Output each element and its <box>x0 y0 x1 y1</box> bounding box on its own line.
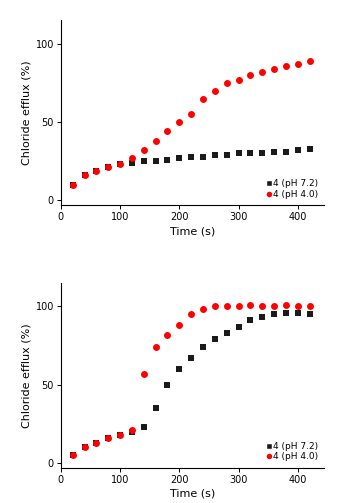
Point <box>271 148 277 156</box>
Point <box>153 137 158 145</box>
Point <box>236 322 241 330</box>
X-axis label: Time (s): Time (s) <box>170 226 215 236</box>
X-axis label: Time (s): Time (s) <box>170 489 215 499</box>
Point <box>117 431 123 439</box>
Point <box>260 149 265 157</box>
Point <box>129 154 135 162</box>
Point <box>295 308 300 316</box>
Point <box>165 127 170 135</box>
Point <box>212 335 218 343</box>
Point <box>295 146 300 154</box>
Legend: 4 (pH 7.2), 4 (pH 4.0): 4 (pH 7.2), 4 (pH 4.0) <box>265 440 320 463</box>
Point <box>94 166 99 175</box>
Point <box>141 423 146 431</box>
Point <box>177 365 182 373</box>
Point <box>248 316 253 324</box>
Point <box>105 434 111 442</box>
Point <box>200 305 206 313</box>
Point <box>105 434 111 442</box>
Point <box>260 68 265 76</box>
Point <box>105 163 111 172</box>
Point <box>236 75 241 83</box>
Y-axis label: Chloride efflux (%): Chloride efflux (%) <box>21 323 31 428</box>
Point <box>248 71 253 79</box>
Point <box>224 329 230 337</box>
Point <box>236 149 241 157</box>
Point <box>153 157 158 165</box>
Point <box>117 160 123 169</box>
Point <box>271 310 277 318</box>
Point <box>177 154 182 162</box>
Point <box>141 146 146 154</box>
Point <box>165 330 170 339</box>
Point <box>70 181 75 189</box>
Point <box>260 302 265 310</box>
Point <box>94 166 99 175</box>
Point <box>70 451 75 459</box>
Point <box>248 149 253 157</box>
Point <box>189 152 194 160</box>
Point <box>105 163 111 172</box>
Point <box>129 428 135 436</box>
Point <box>307 310 312 318</box>
Point <box>141 370 146 378</box>
Point <box>224 79 230 87</box>
Point <box>307 145 312 153</box>
Point <box>94 439 99 447</box>
Point <box>212 302 218 310</box>
Point <box>295 60 300 68</box>
Point <box>200 95 206 103</box>
Point <box>283 301 289 309</box>
Point <box>200 152 206 160</box>
Point <box>177 118 182 126</box>
Point <box>129 159 135 167</box>
Point <box>82 443 87 451</box>
Point <box>295 302 300 310</box>
Point <box>165 155 170 163</box>
Point <box>129 426 135 434</box>
Point <box>189 110 194 118</box>
Point <box>189 310 194 318</box>
Point <box>70 181 75 189</box>
Point <box>153 343 158 351</box>
Point <box>117 431 123 439</box>
Point <box>224 302 230 310</box>
Point <box>212 87 218 95</box>
Point <box>70 451 75 459</box>
Point <box>271 65 277 73</box>
Point <box>189 354 194 362</box>
Point <box>212 151 218 159</box>
Point <box>271 302 277 310</box>
Legend: 4 (pH 7.2), 4 (pH 4.0): 4 (pH 7.2), 4 (pH 4.0) <box>265 177 320 201</box>
Point <box>307 302 312 310</box>
Y-axis label: Chloride efflux (%): Chloride efflux (%) <box>21 60 31 165</box>
Point <box>165 381 170 389</box>
Point <box>94 439 99 447</box>
Point <box>283 61 289 69</box>
Point <box>141 157 146 165</box>
Point <box>200 343 206 351</box>
Point <box>82 443 87 451</box>
Point <box>224 151 230 159</box>
Point <box>177 321 182 329</box>
Point <box>236 302 241 310</box>
Point <box>82 172 87 180</box>
Point <box>307 57 312 65</box>
Point <box>283 308 289 316</box>
Point <box>117 160 123 169</box>
Point <box>153 404 158 412</box>
Point <box>248 301 253 309</box>
Point <box>82 172 87 180</box>
Point <box>283 148 289 156</box>
Point <box>260 313 265 321</box>
